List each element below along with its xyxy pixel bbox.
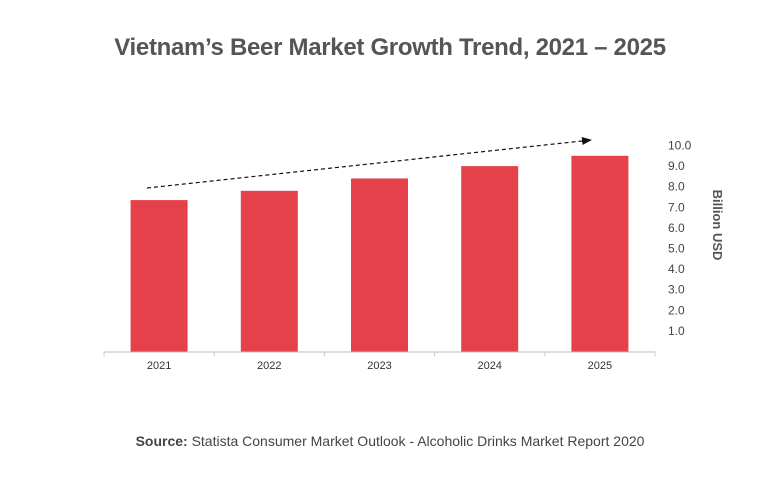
y-tick-label: 8.0 xyxy=(668,180,685,194)
y-tick-label: 6.0 xyxy=(668,221,685,235)
x-tick-label: 2024 xyxy=(477,360,501,372)
chart-title: Vietnam’s Beer Market Growth Trend, 2021… xyxy=(114,34,666,61)
y-tick-label: 4.0 xyxy=(668,262,685,276)
x-tick-label: 2022 xyxy=(257,360,281,372)
bar-2021 xyxy=(130,200,188,352)
x-tick-label: 2023 xyxy=(367,360,391,372)
trend-arrow xyxy=(146,136,592,189)
y-tick-label: 10.0 xyxy=(668,139,692,153)
y-tick-label: 2.0 xyxy=(668,303,685,317)
source-text: Statista Consumer Market Outlook - Alcoh… xyxy=(187,433,645,449)
bar-2022 xyxy=(240,190,298,352)
bar-2025 xyxy=(571,155,629,352)
y-tick-label: 9.0 xyxy=(668,159,685,173)
y-tick-label: 7.0 xyxy=(668,200,685,214)
x-tick-label: 2021 xyxy=(147,360,171,372)
x-tick-label: 2025 xyxy=(588,360,612,372)
source-label: Source: xyxy=(135,433,188,449)
y-tick-label: 1.0 xyxy=(668,324,685,338)
y-axis-label: Billion USD xyxy=(710,190,725,261)
y-tick-label: 3.0 xyxy=(668,283,685,297)
bar-2023 xyxy=(351,178,408,352)
source-note: Source: Statista Consumer Market Outlook… xyxy=(0,433,780,449)
bar-2024 xyxy=(461,166,519,352)
y-tick-label: 5.0 xyxy=(668,242,685,256)
